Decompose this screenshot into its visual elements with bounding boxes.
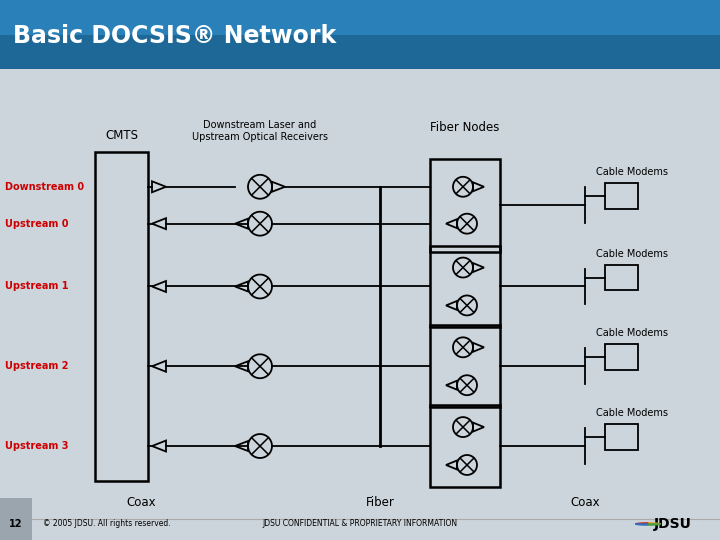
Bar bbox=[605, 424, 638, 450]
Bar bbox=[430, 405, 500, 487]
Bar bbox=[430, 159, 500, 252]
Text: CMTS: CMTS bbox=[105, 129, 138, 142]
Text: JDSU CONFIDENTIAL & PROPRIETARY INFORMATION: JDSU CONFIDENTIAL & PROPRIETARY INFORMAT… bbox=[262, 519, 458, 529]
Text: Coax: Coax bbox=[127, 496, 156, 509]
Text: Coax: Coax bbox=[570, 496, 600, 509]
Text: Cable Modems: Cable Modems bbox=[595, 167, 667, 177]
Text: Fiber Nodes: Fiber Nodes bbox=[431, 121, 500, 134]
Text: Upstream 2: Upstream 2 bbox=[5, 361, 68, 372]
Text: Cable Modems: Cable Modems bbox=[595, 328, 667, 339]
Text: © 2005 JDSU. All rights reserved.: © 2005 JDSU. All rights reserved. bbox=[43, 519, 171, 529]
Polygon shape bbox=[636, 524, 648, 525]
Text: JDSU: JDSU bbox=[654, 517, 692, 531]
Polygon shape bbox=[648, 524, 660, 525]
Text: Downstream 0: Downstream 0 bbox=[5, 182, 84, 192]
Text: Upstream 3: Upstream 3 bbox=[5, 441, 68, 451]
Polygon shape bbox=[648, 523, 660, 524]
Bar bbox=[430, 326, 500, 407]
Bar bbox=[605, 345, 638, 370]
Text: Downstream Laser and
Upstream Optical Receivers: Downstream Laser and Upstream Optical Re… bbox=[192, 120, 328, 141]
Text: Cable Modems: Cable Modems bbox=[595, 408, 667, 418]
Text: 12: 12 bbox=[9, 519, 22, 529]
Bar bbox=[0, 0, 720, 35]
Polygon shape bbox=[636, 523, 648, 524]
Bar bbox=[95, 152, 148, 481]
Text: Fiber: Fiber bbox=[366, 496, 395, 509]
Text: Cable Modems: Cable Modems bbox=[595, 248, 667, 259]
Bar bbox=[0, 498, 32, 540]
Bar bbox=[605, 265, 638, 291]
Bar bbox=[430, 246, 500, 327]
Text: Upstream 0: Upstream 0 bbox=[5, 219, 68, 228]
Text: Basic DOCSIS® Network: Basic DOCSIS® Network bbox=[13, 24, 336, 48]
Bar bbox=[605, 183, 638, 209]
Text: Upstream 1: Upstream 1 bbox=[5, 281, 68, 292]
